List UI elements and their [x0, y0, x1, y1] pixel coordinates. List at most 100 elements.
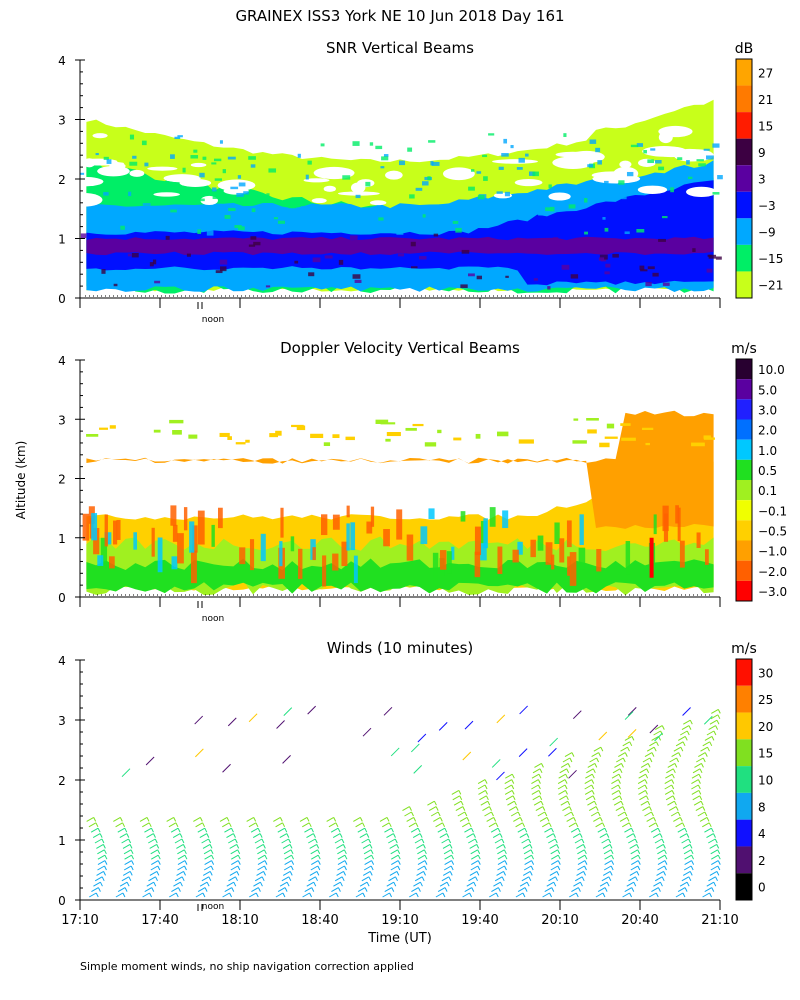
wind-barb-feather [711, 736, 715, 741]
wind-barb-feather [621, 763, 624, 768]
wind-barb-feather [495, 822, 499, 828]
colorbar-swatch [736, 359, 752, 380]
snr-texture-cell [410, 266, 418, 269]
wind-barb [699, 816, 708, 822]
wind-barb [708, 838, 716, 844]
wind-barb-feather [717, 865, 721, 871]
wind-barb [279, 833, 288, 839]
wind-barb-feather [678, 752, 682, 757]
snr-texture-cell [624, 231, 630, 235]
wind-barb [361, 838, 369, 844]
colorbar-swatch [736, 659, 752, 686]
wind-barb [353, 816, 361, 822]
wind-barb-feather [619, 768, 623, 774]
snr-texture-cell [132, 155, 137, 159]
wind-barb-feather [458, 790, 462, 795]
wind-barb [336, 843, 344, 849]
doppler-upper-patch [412, 423, 424, 427]
wind-barb-feather [591, 784, 595, 790]
wind-barb-feather [566, 768, 570, 774]
snr-texture-cell [428, 140, 436, 143]
wind-barb [644, 811, 652, 817]
doppler-upper-patch [405, 427, 417, 431]
wind-barb-feather [493, 817, 497, 822]
wind-barb-feather [181, 876, 185, 882]
wind-barb [402, 806, 410, 812]
colorbar-swatch [736, 500, 752, 521]
wind-barb [92, 833, 101, 839]
snr-texture-cell [488, 133, 495, 136]
doppler-upper-patch [323, 442, 331, 447]
wind-barb-feather [659, 833, 663, 838]
wind-barb [462, 892, 470, 898]
wind-barb [638, 773, 646, 779]
wind-barb [665, 795, 674, 801]
wind-barb-upper [624, 711, 634, 720]
wind-barb-feather [538, 773, 542, 779]
doppler-streak [290, 536, 295, 552]
wind-barb [682, 870, 691, 876]
wind-barb [564, 811, 572, 817]
wind-barb [574, 838, 583, 844]
colorbar-label: −0.5 [758, 524, 787, 538]
wind-barb [257, 865, 265, 871]
snr-texture-cell [604, 180, 609, 184]
wind-barb [546, 881, 555, 887]
doppler-streak [663, 513, 669, 542]
wind-barb-feather [489, 806, 492, 811]
wind-barb [532, 795, 540, 801]
wind-barb [535, 806, 544, 812]
wind-barb [521, 876, 530, 882]
wind-barb-feather [371, 860, 375, 865]
wind-barb-feather [702, 757, 706, 763]
wind-barb [391, 860, 399, 866]
wind-barb [464, 827, 472, 833]
wind-barb-feather [444, 827, 448, 833]
wind-barb [88, 892, 97, 898]
snr-texture-cell [654, 160, 662, 164]
colorbar-label: 30 [758, 666, 773, 680]
snr-texture-cell [568, 204, 576, 209]
doppler-updraft-region [86, 558, 714, 594]
doppler-streak [677, 507, 681, 542]
wind-barb [683, 719, 691, 725]
snr-texture-cell [177, 135, 183, 138]
wind-barb-feather [448, 876, 452, 882]
wind-barb [201, 838, 209, 844]
wind-barb [675, 822, 683, 828]
wind-barb-feather [233, 881, 237, 887]
wind-barb-feather [344, 854, 348, 860]
doppler-upper-patch [599, 442, 610, 448]
wind-barb [202, 843, 211, 849]
snr-texture-cell [236, 192, 244, 197]
wind-barb [96, 843, 104, 849]
snr-texture-cell [525, 153, 529, 157]
snr-texture-cell [493, 244, 498, 247]
wind-barb-feather [540, 800, 544, 806]
wind-barb [273, 816, 281, 822]
doppler-streak [172, 524, 178, 542]
snr-texture-cell [483, 176, 488, 181]
doppler-upper-patch [475, 433, 481, 439]
wind-barb-feather [717, 860, 721, 865]
wind-barb [309, 870, 318, 876]
wind-barb-feather [511, 779, 515, 784]
wind-barb-feather [549, 892, 553, 898]
wind-barb-feather [591, 773, 595, 779]
wind-barb-feather [581, 838, 585, 844]
wind-barb-feather [97, 827, 101, 833]
wind-barb [577, 849, 585, 855]
snr-texture-cell [501, 153, 509, 157]
wind-barb [442, 843, 451, 849]
wind-barb [576, 870, 584, 876]
wind-barb-feather [184, 865, 187, 871]
wind-barb [532, 768, 541, 774]
wind-barb [482, 806, 490, 812]
wind-barb-feather [313, 881, 317, 887]
wind-barb [710, 865, 719, 871]
wind-barb-feather [717, 709, 721, 714]
wind-barb-feather [206, 881, 210, 887]
wind-barb-feather [442, 892, 446, 898]
snr-texture-cell [470, 169, 475, 172]
